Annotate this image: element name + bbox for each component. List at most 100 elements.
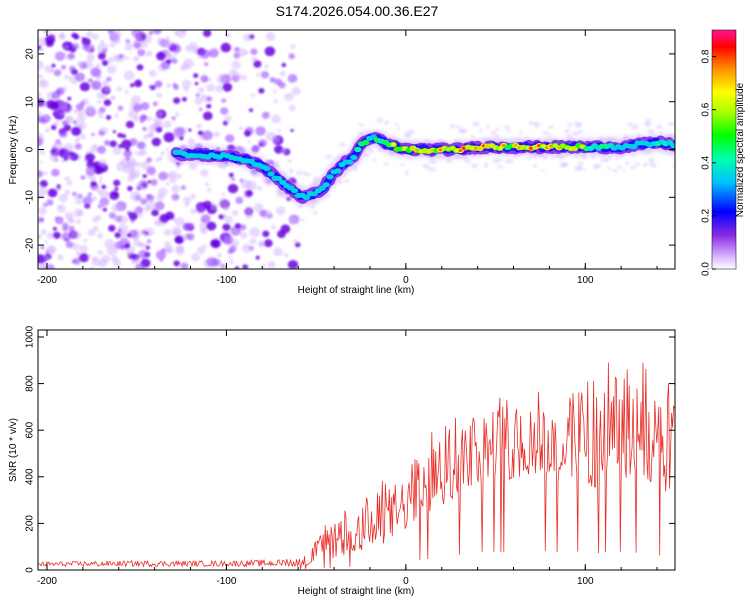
spectrogram-noise-blob (104, 140, 110, 146)
spectrogram-noise-blob (112, 146, 122, 155)
spectrogram-x-tick-label: -200 (37, 275, 57, 286)
snr-series-line (38, 362, 675, 569)
spectrogram-track-blob (322, 182, 330, 188)
spectrogram-track-blob (350, 154, 358, 160)
colorbar: 0.0 0.2 0.4 0.6 0.8 Normalized spectral ampl… (701, 29, 746, 276)
spectrogram-noise-blob (55, 216, 64, 225)
spectrogram-noise-blob (239, 224, 247, 231)
spectrogram-noise-blob (127, 185, 133, 192)
spectrogram-noise-blob (234, 266, 240, 269)
spectrogram-noise-blob (213, 131, 220, 137)
spectrogram-halo-blob (628, 124, 637, 128)
spectrogram-noise-blob (45, 128, 51, 133)
spectrogram-noise-blob (140, 198, 148, 205)
spectrogram-halo-blob (506, 130, 512, 133)
spectrogram-noise-blob (44, 240, 49, 244)
spectrogram-noise-blob (53, 120, 60, 126)
spectrogram-noise-blob (65, 241, 74, 249)
spectrogram-x-label: Height of straight line (km) (298, 285, 415, 296)
spectrogram-noise-blob (128, 212, 138, 221)
spectrogram-noise-blob (117, 224, 129, 235)
spectrogram-noise-blob (96, 215, 102, 221)
spectrogram-noise-blob (210, 203, 218, 210)
spectrogram-noise-blob (173, 127, 185, 137)
spectrogram-noise-blob (290, 44, 296, 49)
spectrogram-noise-blob (46, 245, 57, 255)
spectrogram-plot-area (38, 30, 675, 269)
spectrogram-y-tick-label: -10 (25, 190, 36, 205)
spectrogram-halo-blob (297, 205, 303, 209)
spectrogram-noise-blob (273, 247, 283, 257)
spectrogram-noise-blob (96, 110, 102, 115)
spectrogram-noise-blob (156, 37, 165, 44)
spectrogram-noise-blob (188, 128, 192, 132)
spectrogram-noise-blob (47, 188, 58, 198)
spectrogram-noise-blob (275, 206, 286, 216)
spectrogram-noise-blob (76, 114, 86, 123)
spectrogram-noise-blob (90, 180, 97, 187)
spectrogram-halo-blob (580, 169, 587, 171)
spectrogram-halo-blob (540, 169, 545, 172)
spectrogram-halo-blob (405, 133, 414, 136)
spectrogram-noise-blob (113, 192, 118, 197)
spectrogram-noise-blob (231, 60, 241, 69)
spectrogram-noise-blob (210, 239, 220, 248)
spectrogram-track-blob (354, 146, 362, 153)
spectrogram-noise-blob (46, 199, 54, 206)
spectrogram-noise-blob (228, 256, 232, 259)
spectrogram-halo-blob (456, 126, 462, 129)
snr-x-tick-label: -200 (37, 576, 57, 587)
spectrogram-noise-blob (175, 246, 185, 256)
spectrogram-noise-blob (202, 111, 213, 121)
spectrogram-noise-blob (97, 52, 106, 60)
spectrogram-halo-blob (437, 138, 442, 142)
spectrogram-noise-blob (148, 30, 154, 35)
spectrogram-noise-blob (106, 115, 112, 120)
spectrogram-halo-blob (496, 158, 503, 162)
spectrogram-noise-blob (193, 73, 199, 78)
spectrogram-noise-blob (64, 237, 70, 243)
spectrogram-noise-blob (52, 231, 61, 239)
spectrogram-halo-blob (548, 125, 555, 129)
colorbar-tick-label: 0.8 (701, 49, 712, 63)
spectrogram-noise-blob (100, 200, 108, 208)
spectrogram-noise-blob (38, 115, 44, 123)
spectrogram-noise-blob (96, 99, 102, 104)
spectrogram-noise-blob (225, 134, 235, 143)
spectrogram-noise-blob (119, 245, 126, 251)
spectrogram-noise-blob (108, 212, 116, 219)
spectrogram-noise-blob (288, 159, 292, 163)
spectrogram-halo-blob (626, 121, 633, 126)
spectrogram-noise-blob (87, 205, 91, 209)
spectrogram-x-tick-label: -100 (216, 275, 236, 286)
spectrogram-halo-blob (644, 121, 651, 127)
spectrogram-noise-blob (86, 53, 95, 62)
spectrogram-noise-blob (206, 96, 213, 102)
spectrogram-noise-blob (57, 204, 66, 213)
spectrogram-noise-blob (181, 79, 192, 89)
spectrogram-noise-blob (140, 102, 150, 111)
spectrogram-noise-blob (206, 104, 212, 109)
spectrogram-noise-blob (91, 80, 102, 90)
spectrogram-noise-blob (101, 184, 107, 190)
spectrogram-noise-blob (114, 232, 122, 239)
spectrogram-halo-blob (472, 121, 480, 127)
spectrogram-halo-blob (622, 169, 627, 172)
spectrogram-noise-blob (168, 175, 177, 184)
spectrogram-halo-blob (632, 154, 637, 157)
spectrogram-noise-blob (189, 41, 198, 49)
spectrogram-halo-blob (333, 157, 339, 160)
spectrogram-noise-blob (135, 263, 145, 269)
spectrogram-noise-blob (43, 171, 48, 175)
spectrogram-noise-blob (57, 254, 64, 261)
spectrogram-noise-blob (106, 65, 117, 74)
spectrogram-noise-blob (133, 42, 141, 49)
spectrogram-noise-blob (247, 140, 251, 144)
spectrogram-noise-blob (109, 41, 116, 48)
spectrogram-noise-blob (98, 180, 103, 184)
spectrogram-noise-blob (187, 138, 196, 145)
spectrogram-noise-blob (105, 78, 111, 83)
spectrogram-track-blob (318, 185, 326, 191)
spectrogram-noise-blob (72, 257, 81, 265)
spectrogram-noise-blob (287, 74, 298, 83)
